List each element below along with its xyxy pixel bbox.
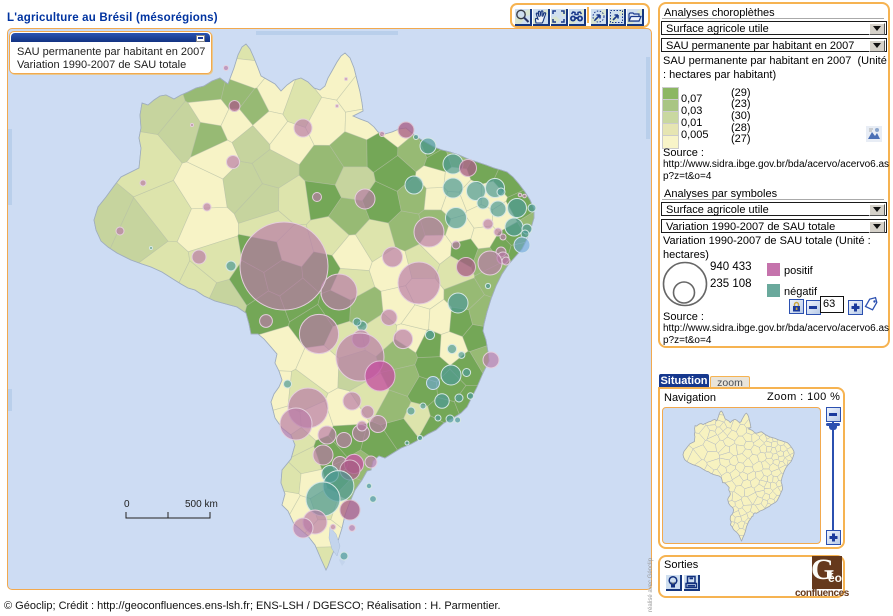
- svg-text:500 km: 500 km: [185, 499, 218, 510]
- svg-text:0: 0: [124, 499, 130, 510]
